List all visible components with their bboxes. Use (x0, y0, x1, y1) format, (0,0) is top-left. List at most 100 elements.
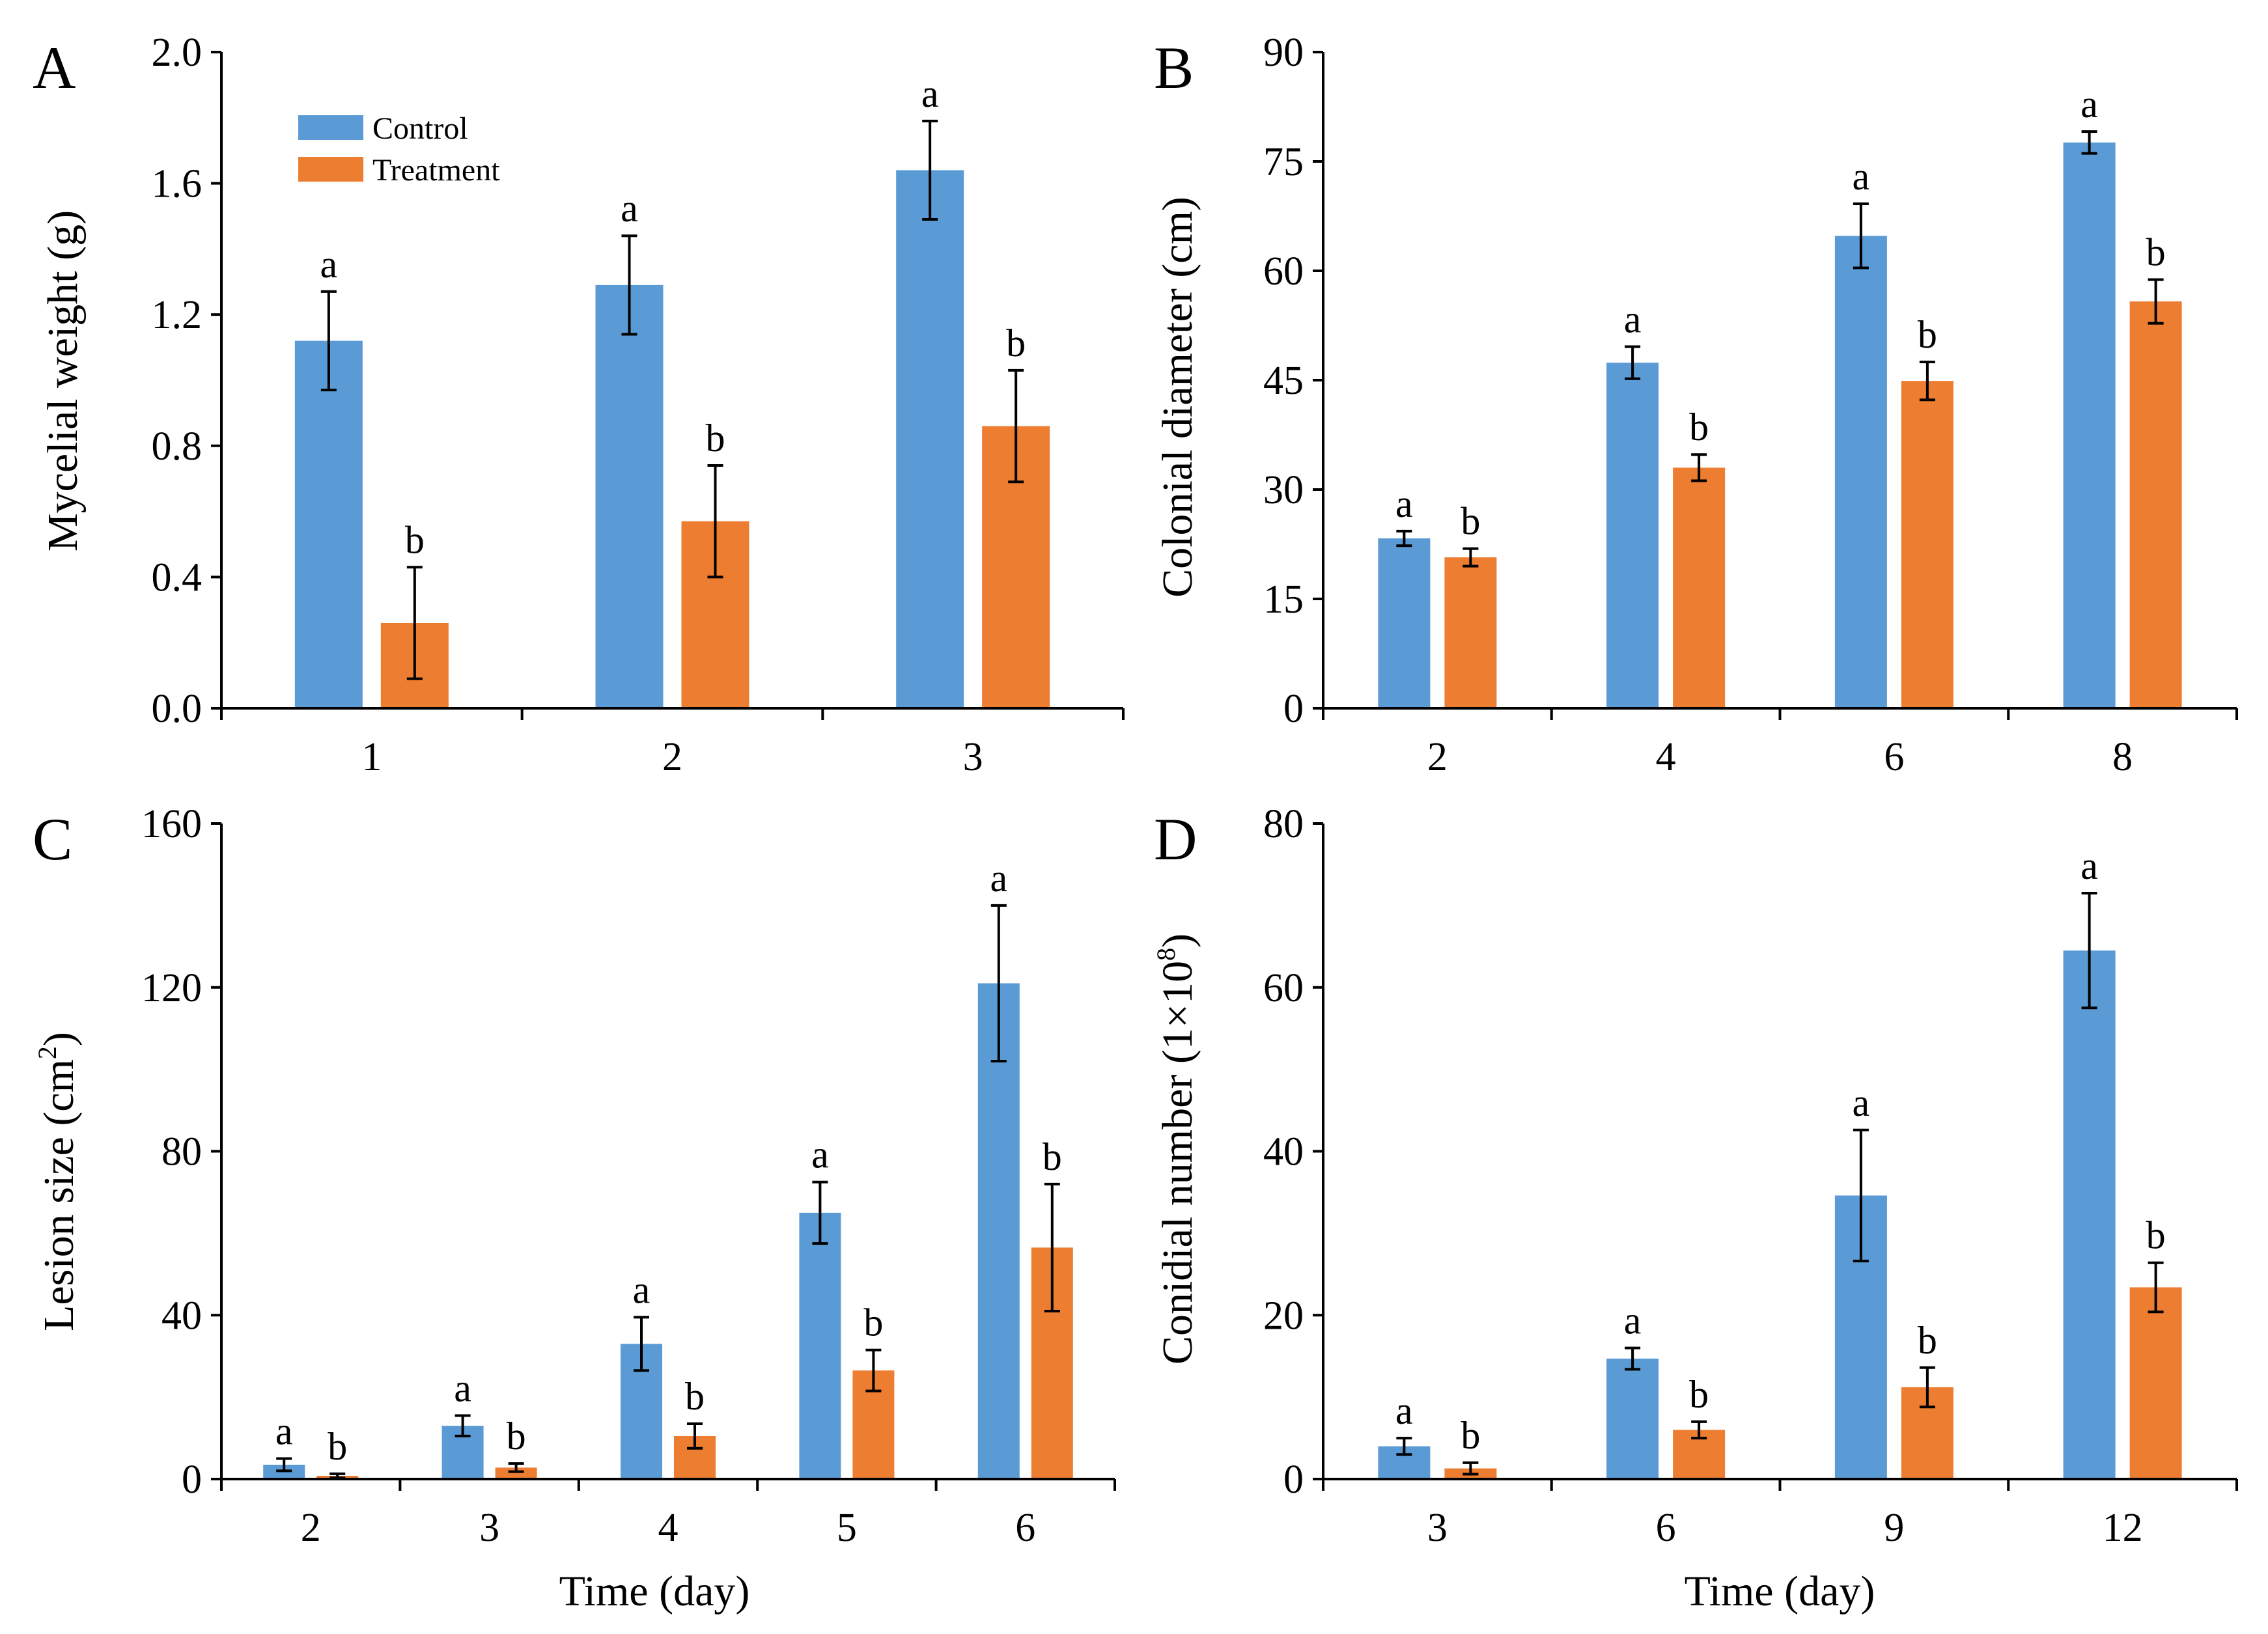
bar-control (799, 1212, 841, 1479)
x-tick-label: 8 (2112, 735, 2133, 779)
x-tick-label: 5 (837, 1506, 857, 1550)
error-bar (1853, 1128, 1869, 1263)
bar-treatment (1444, 557, 1497, 708)
y-tick-label: 0.0 (152, 687, 203, 731)
significance-label: b (1043, 1135, 1062, 1178)
x-axis-ticks: 1 2 3 (220, 708, 1125, 779)
bar-control (1606, 1358, 1659, 1479)
y-tick-label: 45 (1263, 359, 1304, 403)
significance-label: a (454, 1366, 471, 1409)
y-tick-label: 0.4 (152, 555, 203, 600)
axes (1322, 52, 2237, 710)
error-bar (621, 234, 637, 336)
error-bar (455, 1414, 471, 1437)
significance-label: b (685, 1375, 705, 1418)
y-tick-label: 90 (1263, 31, 1304, 75)
error-bar (687, 1422, 703, 1450)
significance-label: a (2080, 844, 2098, 887)
error-bar (707, 464, 723, 579)
bar-control (1606, 363, 1659, 708)
bar-treatment (2129, 301, 2182, 708)
significance-label: a (320, 243, 338, 286)
error-bar (406, 566, 423, 680)
y-axis-ticks: 0 15 30 45 60 75 90 (1263, 31, 1323, 731)
y-tick-label: 30 (1263, 468, 1304, 512)
significance-label: a (1624, 1299, 1642, 1342)
error-bar (1396, 1437, 1412, 1456)
x-axis-title: Time (day) (559, 1568, 750, 1615)
y-tick-label: 60 (1263, 966, 1304, 1010)
x-tick-label: 3 (963, 735, 983, 779)
x-tick-label: 3 (479, 1506, 499, 1550)
bar-control (896, 170, 964, 708)
legend-swatch-treatment (298, 157, 363, 182)
error-bar (1853, 202, 1869, 270)
bar-treatment (495, 1467, 537, 1479)
significance-label: b (328, 1425, 347, 1468)
y-tick-label: 0 (1283, 687, 1304, 731)
y-tick-label: 0 (1283, 1458, 1304, 1502)
error-bar (1044, 1182, 1060, 1312)
significance-label: a (633, 1268, 651, 1311)
error-bar (2148, 1261, 2164, 1314)
x-tick-label: 3 (1427, 1506, 1448, 1550)
error-bar (990, 904, 1007, 1063)
significance-label: b (706, 417, 725, 460)
x-tick-label: 4 (658, 1506, 679, 1550)
panel-b-colonial-diameter: B Colonial diameter (cm) 0 15 30 45 60 75 90 2… (1154, 31, 2238, 779)
significance-label: b (2146, 1214, 2166, 1257)
x-tick-label: 12 (2103, 1506, 2143, 1550)
error-bar (1919, 1366, 1935, 1409)
y-tick-label: 80 (161, 1130, 202, 1174)
significance-label: b (1461, 1414, 1480, 1457)
x-axis-ticks: 2 3 4 5 6 (220, 1479, 1116, 1550)
error-bar (1691, 453, 1707, 482)
significance-label: a (1853, 155, 1870, 198)
error-bar (922, 119, 938, 221)
significance-label: b (2146, 230, 2166, 273)
y-tick-label: 0.8 (152, 424, 203, 469)
error-bar (865, 1348, 882, 1392)
error-bar (634, 1316, 649, 1372)
bar-control (2063, 950, 2116, 1479)
legend-label-control: Control (372, 111, 468, 146)
error-bar (1463, 547, 1479, 568)
bar-group: a a a a b b b b (1378, 83, 2182, 708)
significance-label: b (1918, 313, 1937, 356)
axes (1322, 824, 2237, 1480)
error-bar (276, 1457, 292, 1473)
panel-letter: A (33, 35, 76, 101)
bar-control (1378, 538, 1431, 708)
x-axis-ticks: 2 4 6 8 (1322, 708, 2238, 779)
bar-control (595, 284, 664, 709)
panel-letter: C (33, 806, 72, 872)
error-bar (1691, 1420, 1707, 1440)
significance-label: b (1689, 406, 1709, 449)
y-tick-label: 120 (141, 966, 202, 1010)
bar-control (2063, 142, 2116, 708)
significance-label: b (1689, 1373, 1709, 1416)
legend-label-treatment: Treatment (372, 153, 500, 187)
panel-d-conidial-number: D Conidial number (1×108) 0 20 40 60 80 3 6 9 1… (1151, 802, 2238, 1615)
error-bar (329, 1472, 346, 1480)
y-tick-label: 80 (1263, 802, 1304, 846)
significance-label: b (507, 1415, 526, 1458)
x-tick-label: 2 (662, 735, 682, 779)
x-tick-label: 6 (1884, 735, 1904, 779)
bar-group: a a a b b b (294, 72, 1050, 709)
error-bar (1008, 368, 1024, 484)
significance-label: a (275, 1410, 293, 1453)
error-bar (1919, 361, 1935, 402)
bar-treatment (1673, 467, 1726, 708)
panel-letter: B (1154, 35, 1194, 101)
y-axis-ticks: 0.0 0.4 0.8 1.2 1.6 2.0 (152, 31, 221, 731)
significance-label: a (811, 1133, 829, 1176)
error-bar (2081, 891, 2097, 1010)
bar-treatment (2129, 1287, 2182, 1479)
significance-label: b (1461, 500, 1480, 543)
x-tick-label: 2 (301, 1506, 321, 1550)
x-tick-label: 6 (1656, 1506, 1676, 1550)
error-bar (2148, 278, 2164, 325)
